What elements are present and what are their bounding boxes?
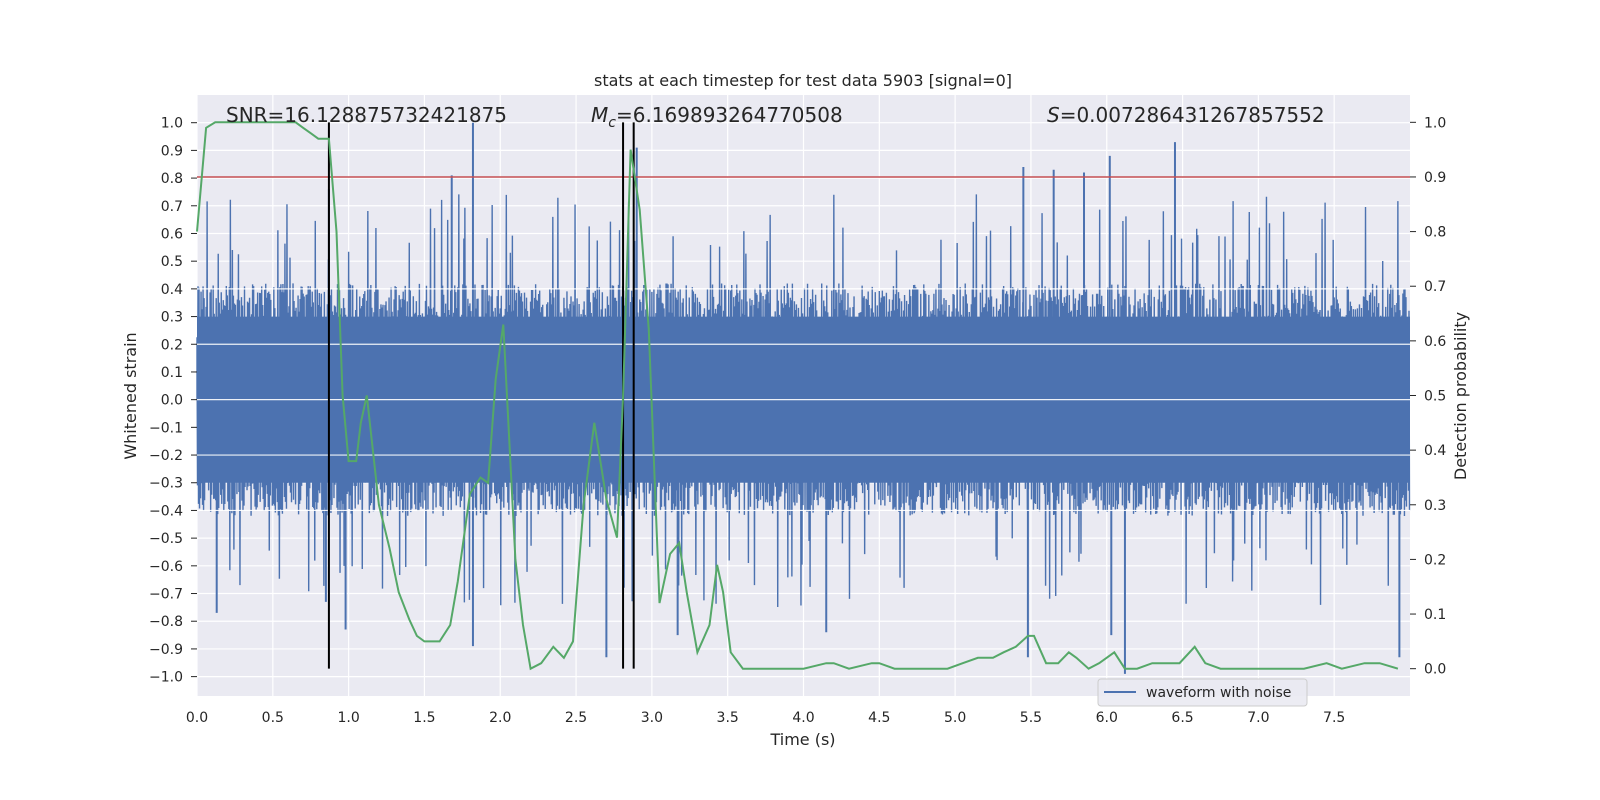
chirp-mass-symbol: M <box>591 103 608 127</box>
y-tick-label: −0.5 <box>149 531 183 547</box>
y2-tick-label: 0.9 <box>1424 170 1446 186</box>
y-tick-label: −0.1 <box>149 420 183 436</box>
x-tick-label: 5.0 <box>944 710 966 726</box>
s-symbol: S <box>1047 103 1060 127</box>
y-tick-label: −0.9 <box>149 642 183 658</box>
y2-axis-ticks: 0.0 0.1 0.2 0.3 0.4 0.5 0.6 0.7 0.8 0.9 1.0 <box>1410 115 1446 678</box>
y2-tick-label: 0.7 <box>1424 279 1446 295</box>
detection-probability-line <box>196 121 1399 671</box>
y2-tick-label: 0.5 <box>1424 389 1446 405</box>
x-tick-label: 4.0 <box>792 710 814 726</box>
y-tick-label: 0.2 <box>161 337 183 353</box>
x-axis-label: Time (s) <box>769 730 835 749</box>
y-tick-label: 0.7 <box>161 199 183 215</box>
legend-label: waveform with noise <box>1146 685 1291 701</box>
x-tick-label: 4.5 <box>868 710 890 726</box>
y-tick-label: −0.3 <box>149 476 183 492</box>
legend: waveform with noise <box>1097 678 1308 707</box>
y2-tick-label: 0.2 <box>1424 552 1446 568</box>
snr-annotation: SNR=16.128875732421875 <box>226 103 507 127</box>
y2-tick-label: 0.4 <box>1424 443 1446 459</box>
y-tick-label: 0.8 <box>161 171 183 187</box>
y2-tick-label: 0.1 <box>1424 607 1446 623</box>
y-tick-label: 0.4 <box>161 282 183 298</box>
y-tick-label: 0.0 <box>161 393 183 409</box>
chirp-mass-value: =6.169893264770508 <box>616 103 843 127</box>
s-annotation: S=0.0072864312678575​52 <box>1047 103 1325 127</box>
y-tick-label: −0.4 <box>149 503 183 519</box>
y-tick-label: −0.8 <box>149 614 183 630</box>
x-tick-label: 7.5 <box>1323 710 1345 726</box>
y-tick-label: −0.6 <box>149 559 183 575</box>
chirp-mass-annotation: Mc=6.169893264770508 <box>591 103 843 131</box>
y-axis-label: Whitened strain <box>121 332 140 459</box>
x-tick-label: 1.0 <box>337 710 359 726</box>
s-value: =0.0072864312678575​52 <box>1060 103 1325 127</box>
x-tick-label: 3.5 <box>717 710 739 726</box>
x-tick-label: 0.5 <box>262 710 284 726</box>
waveform-path <box>196 194 1411 608</box>
x-tick-label: 1.5 <box>413 710 435 726</box>
y-tick-label: −1.0 <box>149 670 183 686</box>
x-axis-ticks: 0.0 0.5 1.0 1.5 2.0 2.5 3.0 3.5 4.0 4.5 5.0 5.5 6.0 6… <box>186 710 1345 726</box>
x-tick-label: 6.5 <box>1171 710 1193 726</box>
y-tick-label: 0.9 <box>161 143 183 159</box>
y2-tick-label: 0.6 <box>1424 334 1446 350</box>
y2-axis-label: Detection probability <box>1451 312 1470 480</box>
x-tick-label: 2.5 <box>565 710 587 726</box>
y2-tick-label: 0.0 <box>1424 662 1446 678</box>
y2-tick-label: 1.0 <box>1424 115 1446 131</box>
y-tick-label: 1.0 <box>161 116 183 132</box>
y-tick-label: 0.5 <box>161 254 183 270</box>
y-tick-label: 0.6 <box>161 226 183 242</box>
y-tick-label: −0.7 <box>149 587 183 603</box>
y-tick-label: −0.2 <box>149 448 183 464</box>
legend-box <box>1097 678 1308 707</box>
y-axis-ticks: −1.0 −0.9 −0.8 −0.7 −0.6 −0.5 −0.4 −0.3 −0.2 −0.1… <box>149 116 197 686</box>
x-tick-label: 6.0 <box>1096 710 1118 726</box>
x-tick-label: 3.0 <box>641 710 663 726</box>
x-tick-label: 7.0 <box>1247 710 1269 726</box>
chart-title: stats at each timestep for test data 590… <box>594 71 1012 90</box>
chirp-mass-subscript: c <box>608 115 616 131</box>
x-tick-label: 5.5 <box>1020 710 1042 726</box>
y2-tick-label: 0.8 <box>1424 225 1446 241</box>
x-tick-label: 2.0 <box>489 710 511 726</box>
y2-tick-label: 0.3 <box>1424 498 1446 514</box>
y-tick-label: 0.3 <box>161 310 183 326</box>
grid-overlay <box>197 288 1410 512</box>
y-tick-label: 0.1 <box>161 365 183 381</box>
x-tick-label: 0.0 <box>186 710 208 726</box>
